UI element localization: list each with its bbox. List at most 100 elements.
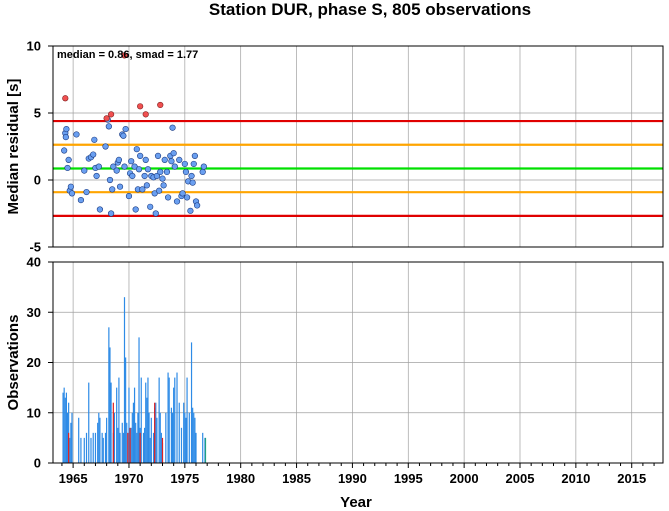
residual-point — [157, 168, 164, 176]
year-x-ticks: 1965 1970 1975 1980 1985 1990 1995 2000 2005 2010… — [59, 463, 655, 486]
year-x-tick-label: 2000 — [450, 471, 479, 486]
observation-bar — [186, 377, 188, 463]
observation-outlier-bar — [68, 432, 70, 463]
residual-point — [61, 147, 68, 154]
observation-bar — [148, 412, 150, 463]
residual-point — [129, 172, 136, 180]
residual-point — [187, 207, 194, 214]
observation-bar — [193, 412, 195, 463]
observation-bar — [102, 437, 104, 463]
observation-bar — [121, 422, 123, 463]
residual-point — [188, 172, 195, 180]
residual-point — [183, 194, 191, 201]
observations-y-tick-label: 30 — [27, 305, 41, 320]
observation-bar — [130, 427, 132, 463]
observation-bar — [63, 387, 65, 463]
residual-point — [93, 172, 100, 180]
observation-bar — [194, 417, 196, 463]
observations-y-ticks: 0 10 20 30 40 — [27, 255, 53, 471]
observation-bar — [69, 437, 71, 463]
residual-point — [160, 182, 167, 189]
residual-point — [179, 190, 186, 197]
residual-y-tick-label: 0 — [34, 173, 41, 188]
observation-bar — [204, 437, 207, 463]
observation-bar — [80, 437, 82, 463]
residual-point — [91, 136, 98, 143]
residual-point — [164, 194, 172, 201]
observation-bar — [202, 432, 204, 463]
observation-bar — [170, 407, 173, 463]
observation-bar — [99, 417, 101, 463]
observation-bar — [131, 412, 133, 463]
observation-bar — [192, 407, 194, 463]
observation-bar — [136, 432, 138, 463]
observation-bar — [184, 412, 186, 463]
year-x-tick-label: 1995 — [394, 471, 423, 486]
observation-bar — [142, 432, 145, 463]
observation-bar — [155, 402, 157, 463]
residual-outlier-point — [107, 111, 115, 118]
observation-bar — [85, 432, 88, 463]
residual-point — [194, 202, 201, 209]
observation-bar — [152, 432, 155, 463]
observation-bar — [174, 377, 176, 463]
residual-point — [121, 163, 128, 170]
residual-point — [137, 152, 144, 159]
observation-bar — [78, 417, 80, 463]
observation-bar — [64, 397, 66, 463]
observations-y-tick-label: 40 — [27, 255, 41, 270]
observation-bar — [97, 422, 99, 463]
observation-bar — [137, 412, 139, 463]
observation-bar — [106, 417, 108, 463]
residual-point — [200, 163, 207, 170]
observation-bar — [118, 377, 120, 463]
residual-point — [120, 132, 127, 139]
observation-bar — [173, 387, 175, 463]
residual-point — [95, 163, 102, 170]
residual-point — [189, 179, 196, 186]
residual-point — [144, 166, 152, 173]
year-x-tick-label: 1985 — [282, 471, 311, 486]
residual-point — [191, 152, 198, 159]
year-x-tick-label: 2005 — [506, 471, 535, 486]
observation-bar — [125, 357, 127, 463]
residual-point — [159, 175, 166, 182]
residual-outlier-point — [62, 95, 69, 102]
residual-point — [147, 203, 154, 210]
residual-point — [135, 166, 143, 173]
observation-bar — [176, 372, 178, 463]
observation-bar — [104, 432, 107, 463]
observation-bar — [110, 382, 112, 463]
observation-bar — [160, 432, 162, 463]
residual-point — [173, 198, 181, 205]
observation-bar — [183, 402, 185, 463]
observation-bar — [119, 432, 121, 463]
observation-bar — [71, 412, 73, 463]
observation-bar — [117, 427, 119, 463]
residual-point — [105, 123, 112, 130]
observation-bar — [108, 327, 110, 463]
chart-title: Station DUR, phase S, 805 observations — [209, 0, 531, 19]
observation-bar — [83, 437, 85, 463]
year-x-tick-label: 1970 — [115, 471, 144, 486]
observation-bar — [195, 432, 197, 463]
observation-bar — [138, 337, 140, 463]
observation-bar — [92, 432, 94, 463]
year-x-axis-label: Year — [340, 494, 372, 511]
residual-point — [83, 188, 90, 196]
residual-point — [67, 183, 74, 190]
observations-bars — [62, 297, 207, 463]
observation-bar — [94, 432, 97, 463]
residual-point — [168, 158, 175, 165]
observation-bar — [168, 377, 170, 463]
observation-bar — [133, 387, 136, 463]
residual-y-tick-label: -5 — [29, 240, 41, 255]
year-x-tick-label: 2015 — [617, 471, 646, 486]
observation-outlier-bar — [129, 427, 131, 463]
residual-point — [171, 163, 178, 170]
residual-point — [109, 186, 116, 193]
residual-point — [68, 190, 76, 197]
observation-bar — [113, 412, 116, 463]
observation-bar — [98, 412, 100, 463]
observation-bar — [180, 427, 183, 463]
